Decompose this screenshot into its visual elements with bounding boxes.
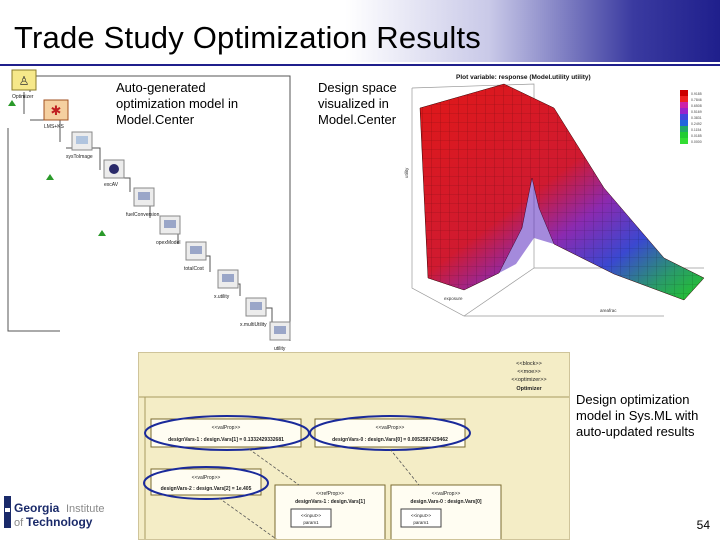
svg-text:sysToImage: sysToImage (66, 154, 93, 160)
mc-node-optimizer: ♙ Optimizer (11, 69, 37, 100)
svg-text:design.Vars-0 : design.Vars[0]: design.Vars-0 : design.Vars[0] (410, 499, 481, 505)
modelcenter-workflow: ♙ Optimizer ✱ LMS+KS sysToImage excAV fu… (7, 69, 291, 366)
svg-text:0.1154: 0.1154 (691, 128, 701, 132)
callout-line: auto-updated results (576, 424, 695, 439)
svg-text:♙: ♙ (19, 74, 30, 88)
slide-title: Trade Study Optimization Results (14, 20, 481, 55)
svg-text:0.2492: 0.2492 (691, 122, 702, 126)
svg-text:0.0000: 0.0000 (691, 140, 702, 144)
mc-node-opexmodel: opexModel (156, 215, 181, 246)
svg-text:excAV: excAV (104, 182, 119, 188)
mc-node-excav: excAV (103, 159, 125, 188)
modelcenter-callout: Auto-generated optimization model in Mod… (116, 80, 238, 128)
svg-text:<<input>>: <<input>> (301, 513, 322, 518)
callout-line: Design optimization (576, 392, 690, 407)
svg-text:designVars-0 : design.Vars[0]: designVars-0 : design.Vars[0] = 0.005258… (332, 437, 448, 443)
georgia-tech-logo: Georgia Institute of Technology (4, 496, 105, 529)
callout-line: visualized in (318, 96, 389, 111)
mc-node-xmultiutility: x.multiUtility (240, 297, 267, 328)
stereotype-moe: <<moe>> (517, 369, 541, 375)
mc-node-xutility: x.utility (214, 269, 239, 300)
mc-node-lmsks: ✱ LMS+KS (43, 99, 69, 130)
callout-line: optimization model in (116, 96, 239, 111)
svg-text:✱: ✱ (51, 104, 62, 119)
svg-text:LMS+KS: LMS+KS (44, 124, 65, 130)
svg-text:<<valProp>>: <<valProp>> (192, 475, 221, 481)
svg-text:0.7846: 0.7846 (691, 98, 702, 102)
highlight-ellipse (143, 466, 269, 500)
svg-text:x.utility: x.utility (214, 294, 230, 300)
svg-text:param1: param1 (303, 520, 319, 525)
svg-text:opexModel: opexModel (156, 240, 180, 246)
stereotype-optimizer: <<optimizer>> (511, 377, 546, 383)
sysml-callout: Design optimization model in Sys.ML with… (576, 392, 698, 440)
svg-text:Institute: Institute (66, 503, 105, 515)
svg-text:designVars-2 : design.Vars[2]: designVars-2 : design.Vars[2] = 1e.405 (161, 486, 252, 492)
svg-text:of: of (14, 517, 24, 529)
svg-text:<<valProp>>: <<valProp>> (212, 425, 241, 431)
plot-legend: 0.9185 0.7846 0.6508 0.5169 0.3831 0.2492 0… (680, 90, 702, 144)
sysml-diagram: <<block>> <<moe>> <<optimizer>> Optimize… (138, 352, 570, 540)
plot-xlabel-right: areafrac (600, 308, 617, 313)
svg-text:<<valProp>>: <<valProp>> (432, 491, 461, 497)
block-name: Optimizer (516, 386, 542, 392)
svg-text:0.9185: 0.9185 (691, 92, 702, 96)
svg-text:totalCost: totalCost (184, 266, 204, 272)
svg-text:0.3831: 0.3831 (691, 116, 702, 120)
callout-line: Model.Center (318, 112, 397, 127)
sysml-svg: <<block>> <<moe>> <<optimizer>> Optimize… (139, 361, 569, 539)
highlight-ellipse (309, 415, 471, 451)
svg-text:x.multiUtility: x.multiUtility (240, 322, 267, 328)
design-space-callout: Design space visualized in Model.Center (318, 80, 397, 128)
svg-text:0.5169: 0.5169 (691, 110, 702, 114)
svg-text:designVars-1 : design.Vars[1]: designVars-1 : design.Vars[1] (295, 499, 365, 505)
mc-node-utility: utility (269, 321, 291, 352)
callout-line: model in Sys.ML with (576, 408, 699, 423)
plot-ylabel: utility (404, 167, 409, 178)
callout-line: Auto-generated (116, 80, 206, 95)
plot-title: Plot variable: response (Model.utility u… (456, 74, 591, 81)
surface-plot-svg: Plot variable: response (Model.utility u… (404, 74, 705, 317)
svg-text:<<refProp>>: <<refProp>> (316, 491, 344, 497)
mc-node-fuelconversion: fuelConversion (126, 187, 160, 218)
page-number: 54 (696, 518, 710, 532)
plot-xlabel-left: exposure (444, 296, 463, 301)
stereotype-block: <<block>> (516, 361, 542, 367)
svg-text:0.0185: 0.0185 (691, 134, 702, 138)
sysml-part-refprop: <<refProp>> designVars-1 : design.Vars[1… (274, 484, 386, 539)
title-divider (0, 64, 720, 66)
callout-line: Design space (318, 80, 397, 95)
svg-text:Technology: Technology (26, 515, 93, 529)
mc-node-totalcost: totalCost (184, 241, 207, 272)
svg-text:<<input>>: <<input>> (411, 513, 432, 518)
svg-text:<<valProp>>: <<valProp>> (376, 425, 405, 431)
title-bar (0, 0, 720, 62)
svg-text:0.6508: 0.6508 (691, 104, 702, 108)
design-space-plot: Plot variable: response (Model.utility u… (404, 68, 718, 324)
sysml-part-designvars-2: <<valProp>> designVars-2 : design.Vars[2… (150, 468, 262, 496)
svg-text:utility: utility (274, 346, 286, 352)
svg-text:param1: param1 (413, 520, 429, 525)
sysml-part-valprop: <<valProp>> design.Vars-0 : design.Vars[… (390, 484, 502, 539)
sysml-part-designvars-0: <<valProp>> designVars-0 : design.Vars[0… (314, 418, 466, 448)
mc-node-systoimage: sysToImage (66, 131, 93, 160)
svg-text:fuelConversion: fuelConversion (126, 212, 160, 218)
svg-text:designVars-1 : design.Vars[1]: designVars-1 : design.Vars[1] = 0.133242… (168, 437, 284, 443)
callout-line: Model.Center (116, 112, 195, 127)
svg-text:Georgia: Georgia (14, 501, 60, 515)
sysml-part-designvars-1: <<valProp>> designVars-1 : design.Vars[1… (150, 418, 302, 448)
mc-node-label: Optimizer (12, 94, 34, 100)
